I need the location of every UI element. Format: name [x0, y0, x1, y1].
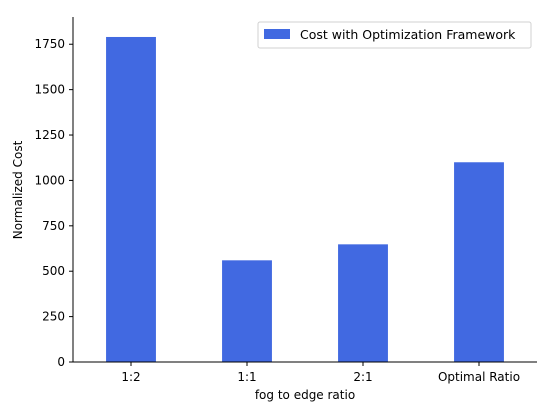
y-tick-label: 1250 — [34, 128, 65, 142]
y-tick-label: 500 — [42, 264, 65, 278]
y-tick-label: 250 — [42, 310, 65, 324]
legend-label: Cost with Optimization Framework — [300, 27, 516, 42]
y-tick-label: 1500 — [34, 83, 65, 97]
x-tick-label: 1:2 — [121, 370, 140, 384]
x-tick-label: 1:1 — [237, 370, 256, 384]
bar-1-1 — [222, 260, 272, 362]
x-axis-label: fog to edge ratio — [255, 388, 355, 402]
x-tick-label: 2:1 — [353, 370, 372, 384]
legend-swatch — [264, 29, 290, 39]
legend: Cost with Optimization Framework — [257, 21, 532, 49]
legend-box — [257, 21, 532, 49]
y-tick-label: 750 — [42, 219, 65, 233]
bar-2-1 — [338, 244, 388, 362]
y-tick-label: 1000 — [34, 173, 65, 187]
y-tick-label: 0 — [57, 355, 65, 369]
x-tick-label: Optimal Ratio — [438, 370, 520, 384]
bars — [106, 36, 504, 362]
x-axis-ticks: 1:2 1:1 2:1 Optimal Ratio — [121, 362, 520, 384]
bar-1-2 — [106, 36, 156, 362]
y-axis-ticks: 0 250 500 750 1000 1250 1500 1750 — [34, 37, 73, 369]
y-tick-label: 1750 — [34, 37, 65, 51]
y-axis-label: Normalized Cost — [11, 140, 25, 239]
bar-optimal-ratio — [454, 162, 504, 362]
